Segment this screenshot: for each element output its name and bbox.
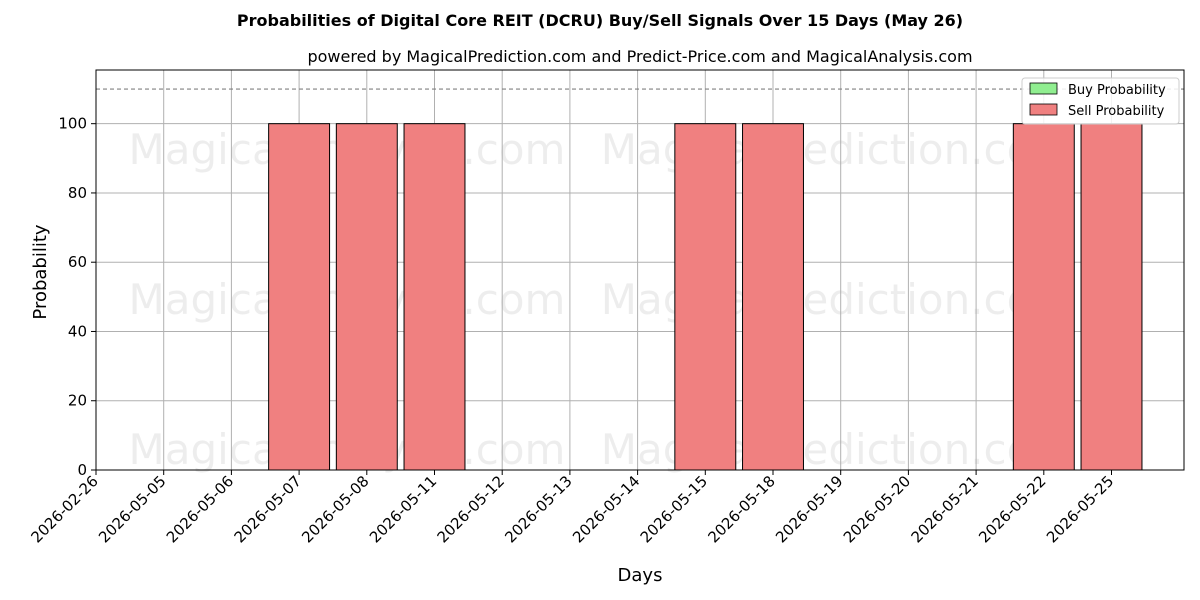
watermark-text: MagicalPrediction.com: [601, 275, 1074, 324]
x-tick-label: 2026-02-26: [27, 472, 101, 546]
sell-bar: [268, 123, 331, 471]
y-axis-label: Probability: [30, 224, 51, 319]
y-tick-label: 40: [68, 322, 87, 340]
x-tick-label: 2026-05-06: [163, 472, 237, 546]
y-tick-label: 0: [77, 461, 87, 479]
bar-layer: [268, 123, 1143, 471]
sell-bar: [403, 123, 466, 471]
x-tick-label: 2026-05-13: [501, 472, 575, 546]
sell-bar: [1080, 123, 1143, 471]
watermark-text: MagicalPrediction.com: [601, 425, 1074, 474]
x-axis-label: Days: [618, 565, 663, 586]
y-tick-label: 20: [68, 392, 87, 410]
x-tick-label: 2026-05-21: [908, 472, 982, 546]
x-tick-label: 2026-05-11: [366, 472, 440, 546]
x-tick-label: 2026-05-20: [840, 472, 914, 546]
x-tick-label: 2026-05-19: [772, 472, 846, 546]
x-tick-label: 2026-05-08: [298, 472, 372, 546]
x-tick-label: 2026-05-07: [231, 472, 305, 546]
chart-title: Probabilities of Digital Core REIT (DCRU…: [237, 11, 963, 30]
sell-bar: [742, 123, 804, 471]
x-tick-label: 2026-05-12: [434, 472, 508, 546]
legend: Buy Probability Sell Probability: [1021, 77, 1180, 125]
sell-bar: [674, 123, 737, 471]
x-tick-label: 2026-05-14: [569, 472, 643, 546]
legend-box: [1021, 77, 1180, 125]
x-tick-label: 2026-05-05: [95, 472, 169, 546]
y-tick-label: 60: [68, 253, 87, 271]
y-tick-label: 100: [58, 115, 87, 133]
legend-label-buy: Buy Probability: [1068, 83, 1166, 98]
x-tick-label: 2026-05-18: [704, 472, 778, 546]
legend-label-sell: Sell Probability: [1068, 104, 1165, 119]
plot-frame: [95, 69, 1185, 471]
y-tick-label: 80: [68, 184, 87, 202]
ytick-layer: 0 20 40 60 80 100: [58, 115, 96, 479]
x-tick-label: 2026-05-15: [637, 472, 711, 546]
sell-bar: [1012, 123, 1075, 471]
x-tick-label: 2026-05-25: [1043, 472, 1117, 546]
legend-swatch-buy: [1029, 82, 1058, 95]
legend-swatch-sell: [1029, 103, 1058, 116]
sell-bar: [335, 123, 398, 471]
x-tick-label: 2026-05-22: [975, 472, 1049, 546]
chart-subtitle: powered by MagicalPrediction.com and Pre…: [307, 47, 972, 66]
watermark-text: MagicalPrediction.com: [601, 125, 1074, 174]
xtick-layer: 2026-02-262026-05-052026-05-062026-05-07…: [27, 470, 1117, 546]
